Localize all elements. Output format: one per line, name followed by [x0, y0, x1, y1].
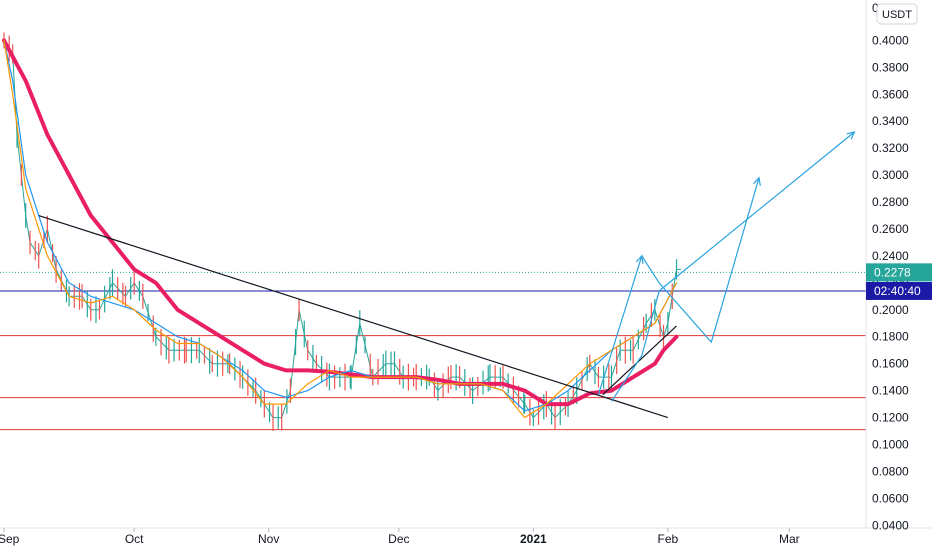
trendline-0[interactable]	[38, 214, 669, 419]
time-tick-label: Oct	[125, 532, 144, 546]
projection-arrowhead	[635, 254, 644, 264]
price-tick-label: 0.2400	[872, 249, 909, 263]
price-tick-label: 0.3200	[872, 141, 909, 155]
price-tick-label-top: 0	[872, 1, 879, 15]
price-tick-label: 0.4000	[872, 33, 909, 47]
price-tick-label: 0.1600	[872, 357, 909, 371]
price-tick-label: 0.0800	[872, 464, 909, 478]
price-tick-label: 0.1800	[872, 330, 909, 344]
trendline-1[interactable]	[602, 325, 677, 396]
time-tick-label: Sep	[0, 532, 20, 546]
currency-unit-badge[interactable]	[876, 3, 918, 25]
time-tick-label: Feb	[658, 532, 679, 546]
price-axis[interactable]: 0.0400 0.0600 0.0800 0.1000 0.1200 0.1400 0.16…	[872, 1, 909, 532]
plot-area[interactable]	[0, 32, 866, 431]
price-tick-label: 0.3000	[872, 168, 909, 182]
currency-unit-label: USDT	[882, 9, 912, 21]
price-tick-label: 0.3600	[872, 87, 909, 101]
price-tick-label: 0.3400	[872, 114, 909, 128]
time-tick-label: Mar	[779, 532, 800, 546]
projection-path-1[interactable]	[610, 131, 855, 402]
price-tick-label: 0.2600	[872, 222, 909, 236]
time-axis[interactable]: Sep Oct Nov Dec 2021 Feb Mar	[0, 528, 800, 546]
moving-average-medium[interactable]	[3, 39, 678, 412]
time-tick-label: 2021	[520, 532, 547, 546]
price-tick-label: 0.1200	[872, 411, 909, 425]
bar-countdown: 02:40:40	[874, 284, 921, 298]
price-tick-label: 0.0400	[872, 518, 909, 532]
price-tick-label: 0.3800	[872, 60, 909, 74]
projection-arrowhead	[753, 176, 761, 186]
last-price-badge	[866, 263, 932, 282]
countdown-badge	[866, 281, 932, 300]
price-tick-label: 0.1000	[872, 437, 909, 451]
last-price-value: 0.2278	[874, 265, 911, 279]
price-tick-label: 0.0600	[872, 491, 909, 505]
moving-average-slow[interactable]	[2, 38, 679, 407]
time-tick-label: Nov	[258, 532, 279, 546]
projection-path-0[interactable]	[597, 177, 760, 395]
price-tick-label: 0.2800	[872, 195, 909, 209]
price-tick-label: 0.1400	[872, 384, 909, 398]
price-tick-label: 0.2000	[872, 303, 909, 317]
price-series-line	[3, 40, 681, 419]
price-badges: USDT 0.2278 02:40:40	[866, 3, 932, 300]
projection-arrowhead	[846, 131, 856, 140]
time-tick-label: Dec	[388, 532, 409, 546]
moving-average-fast[interactable]	[3, 39, 678, 419]
